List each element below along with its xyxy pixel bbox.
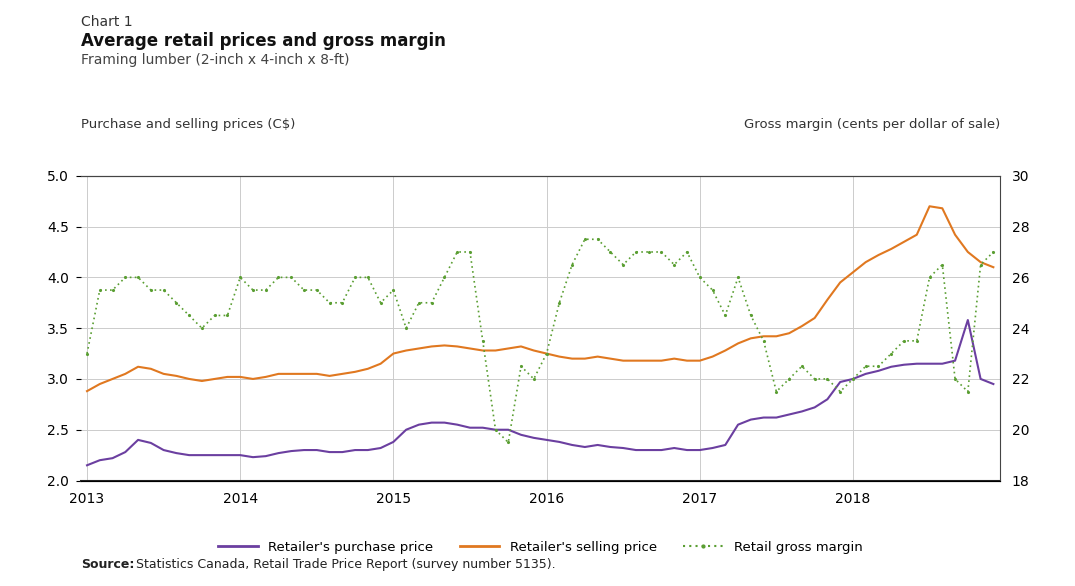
Text: Source:: Source:	[81, 558, 134, 571]
Text: Framing lumber (2-inch x 4-inch x 8-ft): Framing lumber (2-inch x 4-inch x 8-ft)	[81, 53, 349, 67]
Text: Average retail prices and gross margin: Average retail prices and gross margin	[81, 32, 445, 50]
Text: Gross margin (cents per dollar of sale): Gross margin (cents per dollar of sale)	[744, 118, 1000, 131]
Text: Chart 1: Chart 1	[81, 15, 132, 29]
Text: Statistics Canada, Retail Trade Price Report (survey number 5135).: Statistics Canada, Retail Trade Price Re…	[132, 558, 556, 571]
Legend: Retailer's purchase price, Retailer's selling price, Retail gross margin: Retailer's purchase price, Retailer's se…	[213, 536, 868, 559]
Text: Purchase and selling prices (C$): Purchase and selling prices (C$)	[81, 118, 295, 131]
